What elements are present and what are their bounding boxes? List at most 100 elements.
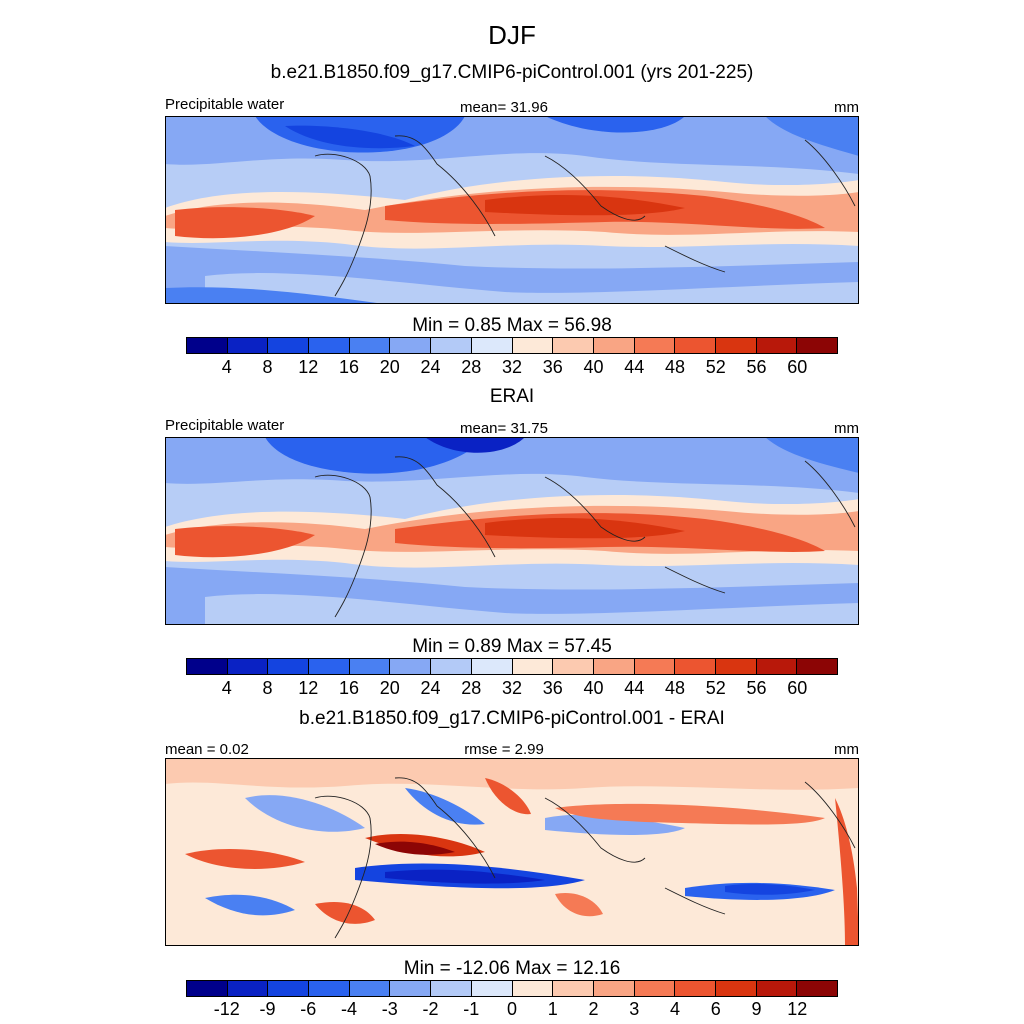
colorbar-swatch (593, 981, 635, 996)
bottom-panel-minmax: Min = -12.06 Max = 12.16 (403, 958, 621, 979)
colorbar-swatch (431, 338, 472, 353)
colorbar-swatch (227, 981, 269, 996)
middle-panel-minmax: Min = 0.89 Max = 57.45 (412, 636, 612, 657)
colorbar-tick: -9 (259, 999, 276, 1019)
colorbar-tick: -12 (213, 999, 240, 1019)
colorbar-tick: 2 (588, 999, 599, 1019)
bottom-panel-map (165, 758, 859, 946)
colorbar-swatch (797, 981, 837, 996)
colorbar-tick: 56 (746, 357, 767, 377)
colorbar-tick: -6 (300, 999, 317, 1019)
colorbar-swatch (349, 981, 391, 996)
colorbar-swatch (593, 659, 635, 674)
colorbar-swatch (593, 338, 635, 353)
top-panel-mean-label: mean= 31.96 (460, 99, 548, 116)
middle-panel-title: ERAI (489, 386, 535, 407)
colorbar-swatch (390, 338, 432, 353)
colorbar-swatch (227, 659, 269, 674)
colorbar-swatch (187, 659, 228, 674)
colorbar-tick: 1 (547, 999, 558, 1019)
colorbar-swatch (756, 338, 798, 353)
colorbar-tick: 8 (262, 357, 273, 377)
colorbar-swatch (227, 338, 269, 353)
colorbar-swatch (471, 338, 513, 353)
colorbar-tick: 16 (338, 678, 360, 698)
colorbar-swatch (431, 981, 472, 996)
colorbar-swatch (349, 659, 391, 674)
colorbar-swatch (797, 659, 837, 674)
colorbar-swatch (756, 659, 798, 674)
colorbar-tick: 20 (379, 678, 400, 698)
colorbar-tick: 16 (338, 357, 360, 377)
bottom-colorbar-ticks: -12 -9 -6 -4 -3 -2 -1 0 1 2 3 4 6 9 12 (186, 999, 838, 1021)
colorbar-swatch (390, 981, 432, 996)
middle-panel-map (165, 437, 859, 625)
colorbar-tick: 28 (461, 357, 482, 377)
colorbar-tick: 9 (751, 999, 762, 1019)
colorbar-tick: 24 (420, 678, 441, 698)
colorbar-swatch (471, 981, 513, 996)
colorbar-tick: 3 (629, 999, 640, 1019)
middle-colorbar-ticks: 4 8 12 16 20 24 28 32 36 40 44 48 52 56 … (186, 678, 838, 700)
colorbar-tick: -2 (422, 999, 439, 1019)
colorbar-swatch (512, 338, 554, 353)
colorbar-tick: 44 (624, 678, 645, 698)
top-panel-units-label: mm (834, 99, 859, 116)
top-colorbar (186, 337, 838, 354)
colorbar-swatch (431, 659, 472, 674)
bottom-colorbar (186, 980, 838, 997)
colorbar-swatch (634, 338, 676, 353)
colorbar-swatch (187, 981, 228, 996)
colorbar-tick: 28 (461, 678, 482, 698)
colorbar-tick: 20 (379, 357, 400, 377)
middle-panel-mean-label: mean= 31.75 (460, 420, 548, 437)
middle-colorbar (186, 658, 838, 675)
colorbar-swatch (553, 981, 594, 996)
colorbar-swatch (309, 981, 350, 996)
bottom-panel-units-label: mm (834, 741, 859, 758)
colorbar-tick: 52 (705, 357, 726, 377)
middle-panel-variable-label: Precipitable water (165, 417, 285, 434)
top-panel-title: b.e21.B1850.f09_g17.CMIP6-piControl.001 … (270, 62, 754, 83)
colorbar-tick: 40 (583, 678, 604, 698)
colorbar-swatch (512, 659, 554, 674)
colorbar-swatch (553, 338, 594, 353)
colorbar-swatch (268, 981, 310, 996)
colorbar-swatch (390, 659, 432, 674)
colorbar-tick: 40 (583, 357, 604, 377)
colorbar-swatch (187, 338, 228, 353)
colorbar-swatch (349, 338, 391, 353)
colorbar-tick: 36 (542, 678, 563, 698)
colorbar-swatch (715, 659, 757, 674)
colorbar-swatch (268, 659, 310, 674)
colorbar-swatch (634, 659, 676, 674)
top-panel-minmax: Min = 0.85 Max = 56.98 (412, 315, 612, 336)
colorbar-swatch (512, 981, 554, 996)
middle-panel-units-label: mm (834, 420, 859, 437)
colorbar-tick: 8 (262, 678, 273, 698)
colorbar-tick: 60 (787, 357, 808, 377)
colorbar-tick: 12 (298, 678, 319, 698)
bottom-panel-title: b.e21.B1850.f09_g17.CMIP6-piControl.001 … (299, 708, 725, 729)
colorbar-tick: 32 (501, 357, 523, 377)
colorbar-tick: 44 (624, 357, 645, 377)
colorbar-tick: 4 (221, 678, 232, 698)
colorbar-tick: 56 (746, 678, 767, 698)
colorbar-tick: -1 (463, 999, 480, 1019)
colorbar-swatch (715, 338, 757, 353)
top-colorbar-ticks: 4 8 12 16 20 24 28 32 36 40 44 48 52 56 … (186, 357, 838, 379)
top-panel-map (165, 116, 859, 304)
colorbar-swatch (553, 659, 594, 674)
colorbar-swatch (756, 981, 798, 996)
colorbar-swatch (797, 338, 837, 353)
colorbar-swatch (634, 981, 676, 996)
colorbar-swatch (309, 659, 350, 674)
colorbar-tick: 0 (506, 999, 518, 1019)
colorbar-tick: -4 (340, 999, 358, 1019)
colorbar-tick: 36 (542, 357, 563, 377)
colorbar-swatch (675, 981, 716, 996)
colorbar-swatch (675, 338, 716, 353)
bottom-panel-mean-label: mean = 0.02 (165, 741, 249, 758)
bottom-panel-rmse-label: rmse = 2.99 (464, 741, 544, 758)
colorbar-tick: 60 (787, 678, 808, 698)
